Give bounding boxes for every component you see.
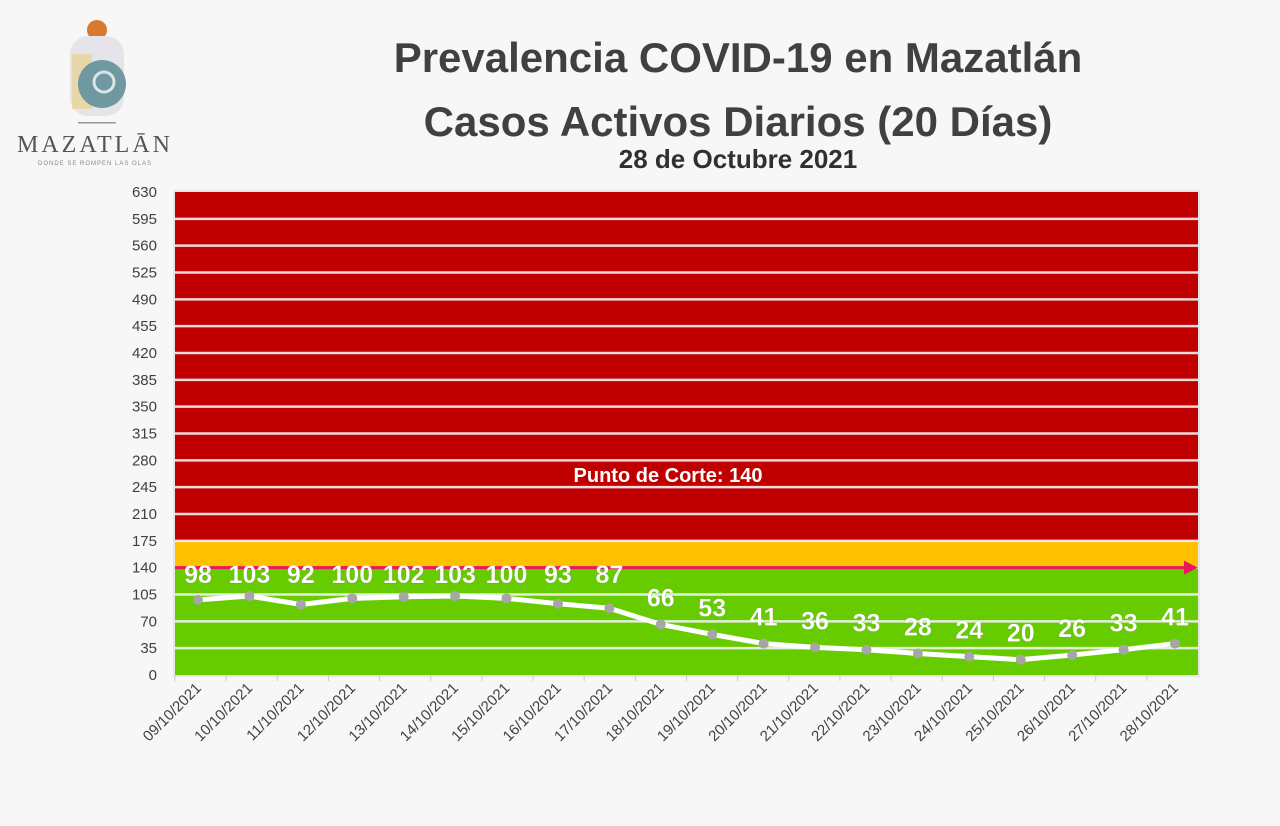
logo-wordmark: MAZATLĀN: [17, 132, 173, 158]
data-label: 41: [1161, 604, 1189, 632]
data-label: 36: [801, 607, 829, 635]
data-point: [552, 598, 563, 609]
data-point: [861, 644, 872, 655]
chart-subtitle: Casos Activos Diarios (20 Días): [423, 98, 1053, 145]
y-tick-label: 455: [132, 318, 157, 335]
data-point: [707, 629, 718, 640]
y-tick-label: 595: [132, 211, 157, 228]
chart-date: 28 de Octubre 2021: [618, 144, 858, 174]
y-tick-label: 490: [132, 291, 157, 308]
data-point: [501, 593, 512, 604]
data-point: [758, 638, 769, 649]
data-label: 102: [383, 561, 425, 589]
data-point: [1015, 654, 1026, 665]
data-label: 100: [331, 561, 373, 589]
y-tick-label: 175: [132, 533, 157, 550]
y-tick-label: 560: [132, 238, 157, 255]
series-line: [197, 593, 1176, 663]
y-tick-label: 350: [132, 399, 157, 416]
data-point: [964, 651, 975, 662]
y-tick-label: 525: [132, 265, 157, 282]
y-tick-label: 280: [132, 452, 157, 469]
data-point: [450, 591, 461, 602]
data-point: [244, 591, 255, 602]
y-tick-label: 385: [132, 372, 157, 389]
data-label: 92: [287, 561, 315, 589]
band: [175, 192, 1198, 541]
y-tick-label: 35: [140, 640, 157, 657]
data-label: 26: [1058, 615, 1086, 643]
data-label: 53: [698, 594, 726, 622]
data-label: 103: [229, 561, 271, 589]
data-point: [912, 648, 923, 659]
y-tick-label: 630: [132, 184, 157, 201]
logo-tagline: DONDE SE ROMPEN LAS OLAS: [37, 161, 153, 167]
y-tick-label: 70: [140, 613, 157, 630]
data-point: [398, 591, 409, 602]
chart-title: Prevalencia COVID-19 en Mazatlán: [393, 34, 1083, 81]
mazatlan-logo: MAZATLĀN DONDE SE ROMPEN LAS OLAS: [10, 14, 180, 174]
y-tick-label: 210: [132, 506, 157, 523]
data-label: 66: [647, 584, 675, 612]
y-tick-label: 0: [149, 667, 157, 684]
y-tick-label: 420: [132, 345, 157, 362]
shell-logo-icon: [70, 20, 126, 124]
y-tick-label: 245: [132, 479, 157, 496]
data-label: 93: [544, 561, 572, 589]
y-tick-label: 140: [132, 560, 157, 577]
data-label: 28: [904, 614, 932, 642]
data-point: [347, 593, 358, 604]
data-point: [604, 603, 615, 614]
data-label: 98: [184, 561, 212, 589]
data-point: [655, 619, 666, 630]
data-label: 100: [486, 561, 528, 589]
data-point: [295, 599, 306, 610]
data-label: 41: [750, 604, 778, 632]
data-point: [1170, 638, 1180, 649]
data-point: [1067, 650, 1078, 661]
band: [175, 540, 1198, 568]
data-label: 103: [434, 561, 476, 589]
data-point: [810, 642, 821, 653]
y-tick-label: 315: [132, 426, 157, 443]
cutoff-label: Punto de Corte: 140: [574, 465, 763, 487]
data-label: 87: [595, 561, 623, 589]
data-label: 33: [1110, 610, 1138, 638]
data-label: 24: [955, 617, 983, 645]
data-point: [193, 594, 203, 605]
cutoff-arrow: [1184, 560, 1198, 575]
y-tick-label: 105: [132, 587, 157, 604]
data-point: [1118, 644, 1129, 655]
data-label: 33: [853, 610, 881, 638]
data-label: 20: [1007, 620, 1035, 648]
